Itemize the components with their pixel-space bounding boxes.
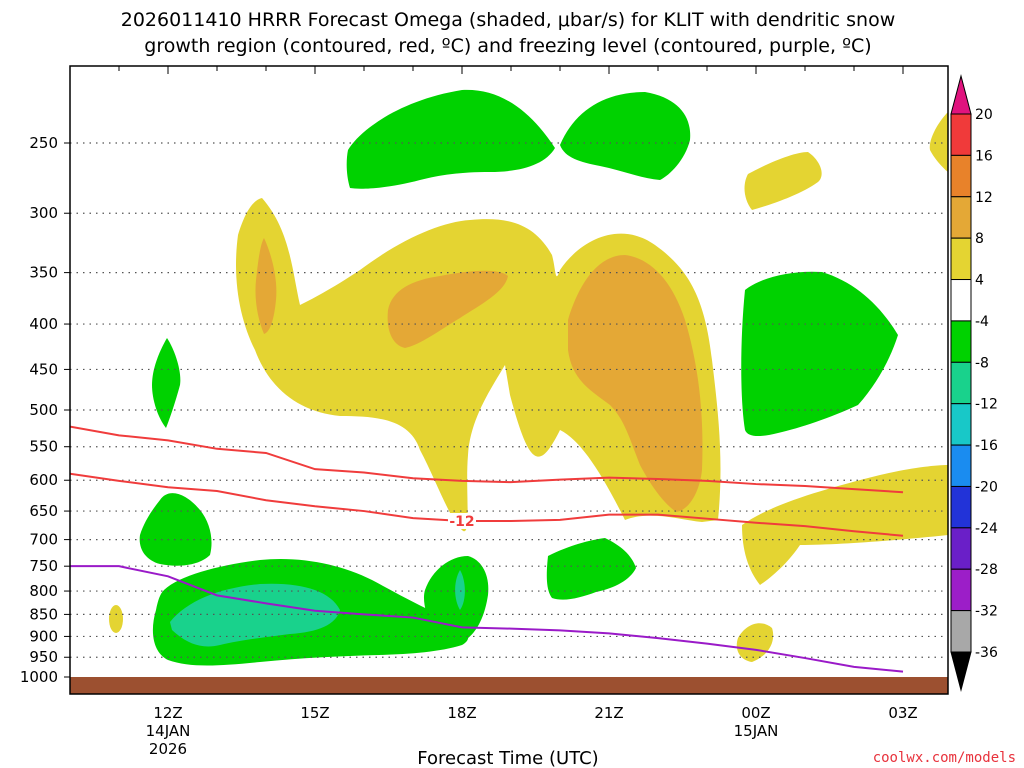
omega-region-rising-4-8-small-left [109, 605, 123, 633]
colorbar-box [950, 361, 972, 405]
omega-region-rising-4-8-lower-right [742, 465, 948, 585]
x-tick-label: 03Z [888, 704, 917, 722]
omega-region-rising-8-12-a [255, 238, 277, 334]
y-tick-label: 500 [29, 401, 58, 419]
y-tick-label: 950 [29, 648, 58, 666]
colorbar-box [950, 568, 972, 612]
y-tick-label: 250 [29, 134, 58, 152]
colorbar-box [950, 527, 972, 570]
y-tick-label: 650 [29, 502, 58, 520]
omega-shading [109, 89, 948, 666]
colorbar-label: -32 [975, 604, 998, 620]
x-tick-sublabel: 15JAN [734, 722, 779, 740]
y-tick-label: 900 [29, 627, 58, 645]
omega-region-rising-8-12-b [387, 270, 508, 348]
colorbar-label: -20 [975, 479, 998, 495]
y-tick-label: 800 [29, 582, 58, 600]
omega-region-sinking-teal [170, 583, 340, 647]
colorbar-box [950, 279, 972, 322]
colorbar-box [950, 444, 972, 487]
contour-line [70, 472, 904, 537]
contour-lines: -12 [70, 425, 904, 673]
contour-line [70, 565, 904, 673]
x-axis-title: Forecast Time (UTC) [417, 748, 598, 768]
colorbar-arrow-bottom [950, 651, 972, 692]
contour-label-bg [448, 513, 476, 530]
colorbar-label: 12 [975, 190, 993, 206]
colorbar: 20 16 12 8 4 -4 -8 -12 -16 -20 -24 -28 -32 -36 [950, 74, 998, 692]
omega-region-rising-4-8-edge [929, 112, 948, 172]
plot-frame [69, 65, 949, 695]
y-axis-labels: 250 300 350 400 450 500 550 600 650 700 750 800 850 9… [20, 134, 70, 686]
omega-region-sinking-green-3 [152, 338, 181, 428]
colorbar-label: 16 [975, 148, 993, 164]
y-tick-label: 1000 [20, 668, 58, 686]
chart-title-line1: 2026011410 HRRR Forecast Omega (shaded, … [121, 9, 896, 31]
colorbar-box [950, 113, 972, 156]
y-tick-label: 700 [29, 531, 58, 549]
x-tick-label: 15Z [300, 704, 329, 722]
chart-title-line2: growth region (contoured, red, ºC) and f… [144, 35, 871, 57]
y-tick-label: 350 [29, 264, 58, 282]
colorbar-label: 8 [975, 231, 984, 247]
contour-line [70, 425, 904, 494]
colorbar-box [950, 196, 972, 239]
x-tick-label: 18Z [447, 704, 476, 722]
y-tick-label: 550 [29, 438, 58, 456]
y-tick-label: 750 [29, 557, 58, 575]
colorbar-label: -4 [975, 314, 989, 330]
credit-text: coolwx.com/models [873, 750, 1016, 766]
colorbar-label: -16 [975, 438, 998, 454]
colorbar-label: -28 [975, 562, 998, 578]
omega-region-rising-4-8-upper-right [744, 152, 822, 210]
ground-fill [70, 677, 948, 694]
y-tick-label: 450 [29, 360, 58, 378]
x-tick-label: 00Z [741, 704, 770, 722]
colorbar-box [950, 237, 972, 281]
contour-label: -12 [449, 514, 474, 530]
omega-region-sinking-green-1 [346, 89, 555, 189]
colorbar-box [950, 320, 972, 363]
colorbar-box [950, 154, 972, 198]
omega-region-sinking-green-4 [741, 271, 898, 437]
colorbar-label: -12 [975, 397, 998, 413]
colorbar-label: -8 [975, 355, 989, 371]
x-tick-label: 21Z [594, 704, 623, 722]
colorbar-label: 20 [975, 107, 993, 123]
y-tick-label: 600 [29, 471, 58, 489]
colorbar-label: -24 [975, 521, 998, 537]
colorbar-label: -36 [975, 645, 998, 661]
omega-region-sinking-green-8 [546, 538, 636, 600]
omega-region-rising-8-12-c [568, 255, 703, 512]
x-tick-label: 12Z [153, 704, 182, 722]
y-tick-label: 850 [29, 605, 58, 623]
colorbar-box [950, 485, 972, 529]
omega-region-rising-4-8-small-bottom [736, 623, 774, 662]
omega-region-sinking-green-2 [560, 92, 691, 180]
colorbar-box [950, 610, 972, 653]
omega-region-sinking-green-5 [139, 493, 212, 566]
y-tick-label: 300 [29, 204, 58, 222]
omega-region-sinking-teal-small [455, 570, 465, 610]
colorbar-arrow-top [950, 74, 972, 115]
x-tick-sublabel: 14JAN [146, 722, 191, 740]
colorbar-label: 4 [975, 273, 984, 289]
x-tick-sublabel: 2026 [149, 740, 187, 758]
colorbar-box [950, 403, 972, 446]
y-tick-label: 400 [29, 315, 58, 333]
